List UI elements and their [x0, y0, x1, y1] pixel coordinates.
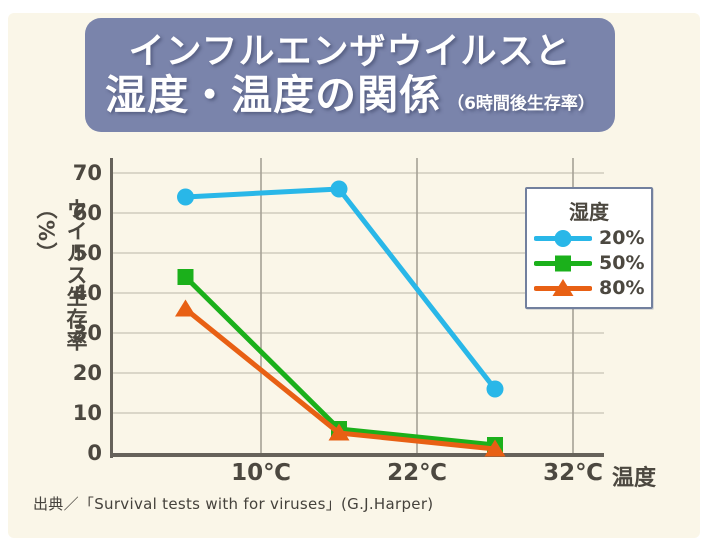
- data-point-20%: [330, 180, 348, 198]
- legend-item-20%: 20%: [527, 225, 651, 250]
- data-point-50%: [177, 269, 194, 285]
- chart-title-banner: インフルエンザウイルスと 湿度・温度の関係 （6時間後生存率）: [85, 18, 615, 132]
- triangle-marker-icon: [534, 278, 592, 296]
- line-chart: [110, 158, 604, 458]
- y-tick-label: 30: [72, 321, 102, 345]
- y-tick-label: 50: [72, 241, 102, 265]
- chart-title-line1: インフルエンザウイルスと: [128, 30, 572, 72]
- data-point-80%: [328, 423, 350, 441]
- y-tick-label: 20: [72, 361, 102, 385]
- chart-title-subtitle: （6時間後生存率）: [447, 94, 595, 115]
- legend-title: 湿度: [569, 200, 609, 224]
- legend-item-80%: 80%: [527, 275, 651, 300]
- x-tick-label: 22℃: [387, 460, 447, 486]
- y-tick-label: 10: [72, 401, 102, 425]
- legend-label: 20%: [599, 226, 645, 249]
- y-axis-label: ウイルス生存率（%）: [34, 198, 88, 352]
- chart-title-line2: 湿度・温度の関係: [105, 71, 442, 120]
- y-tick-label: 60: [72, 201, 102, 225]
- legend-item-50%: 50%: [527, 250, 651, 275]
- square-marker-icon: [534, 255, 592, 271]
- data-point-20%: [486, 380, 504, 398]
- y-tick-label: 0: [87, 441, 102, 465]
- chart-title-line2-wrap: 湿度・温度の関係 （6時間後生存率）: [105, 71, 595, 120]
- series-line-50%: [183, 274, 498, 448]
- x-axis-label: 温度: [612, 466, 657, 491]
- y-tick-label: 40: [72, 281, 102, 305]
- legend-label: 50%: [599, 251, 645, 274]
- x-tick-label: 10℃: [231, 460, 291, 486]
- legend-label: 80%: [599, 276, 645, 299]
- y-tick-label: 70: [72, 161, 102, 185]
- x-tick-label: 32℃: [543, 460, 603, 486]
- data-point-80%: [484, 439, 506, 457]
- legend-rows: 20% 50% 80%: [527, 225, 651, 300]
- plot-area: [110, 158, 604, 458]
- legend-box: 湿度 20% 50% 80%: [525, 187, 653, 309]
- source-citation: 出典／「Survival tests with for viruses」(G.J…: [33, 495, 434, 513]
- data-point-20%: [177, 188, 194, 206]
- data-point-80%: [175, 299, 196, 317]
- circle-marker-icon: [534, 229, 592, 247]
- series-line-20%: [183, 186, 498, 392]
